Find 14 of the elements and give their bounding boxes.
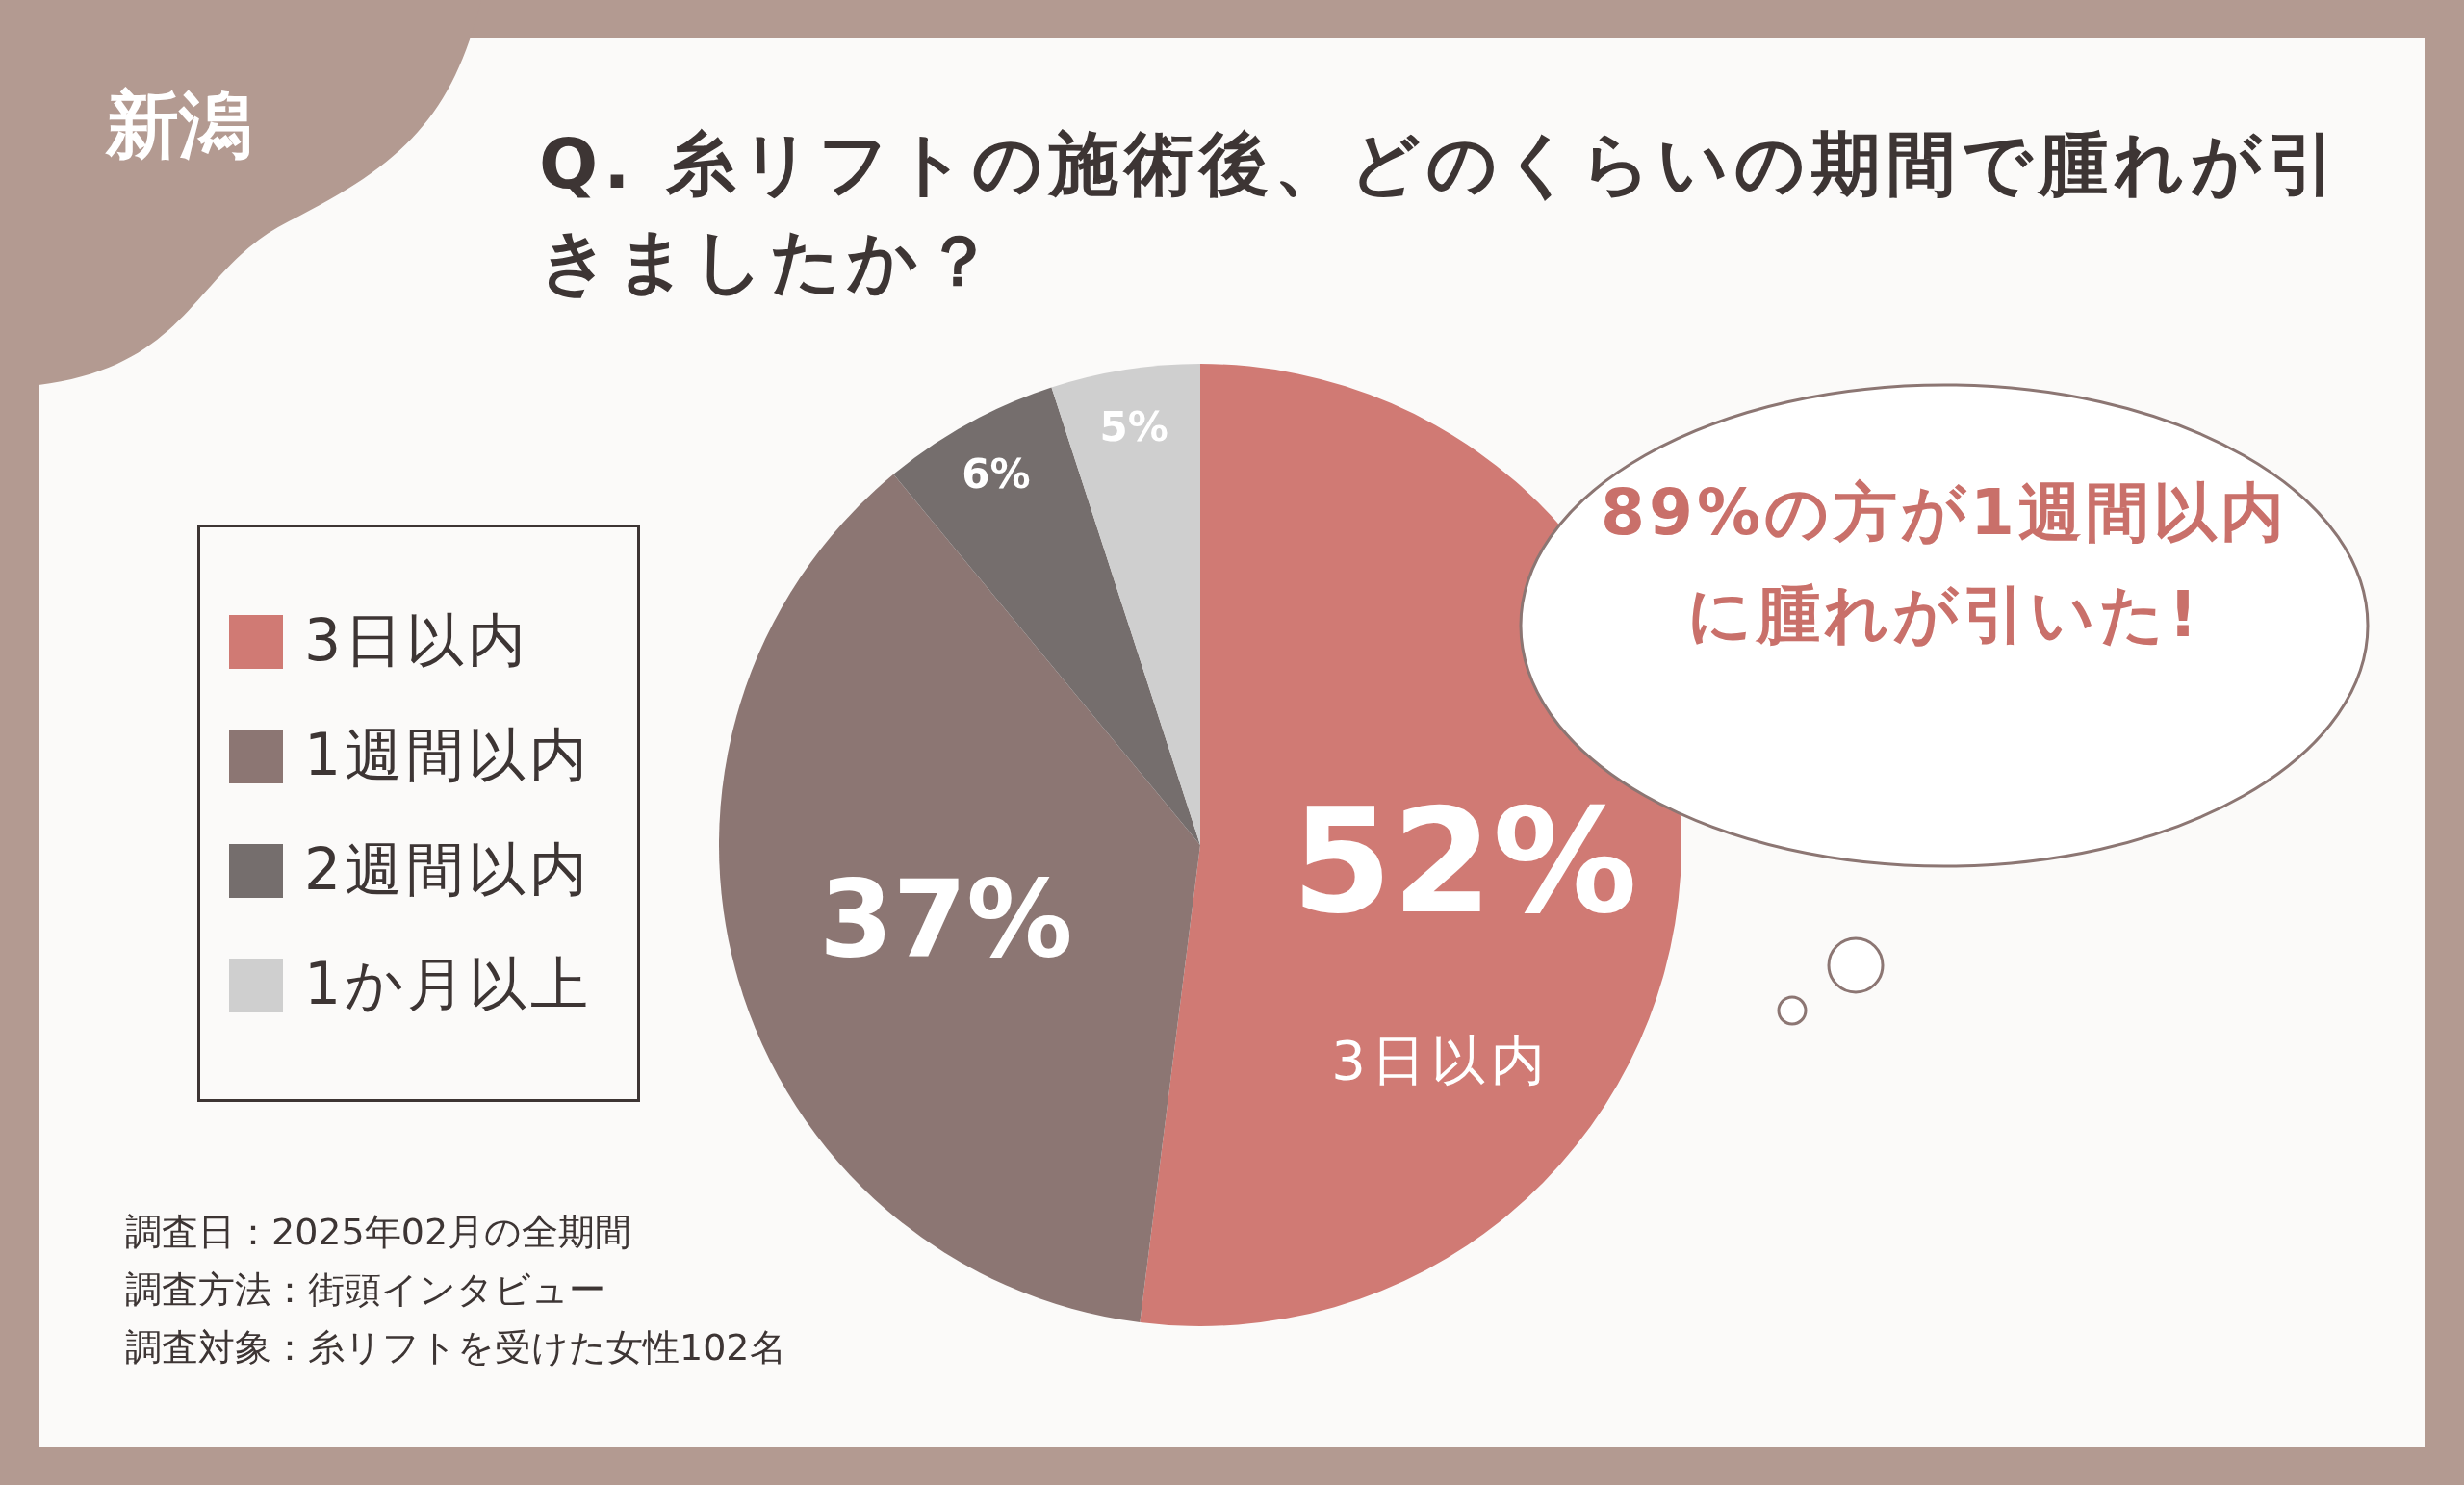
text: 調査日：2025年02月の全期間	[125, 1210, 632, 1255]
data-label: 6%	[962, 449, 1031, 498]
chart-title: Q. 糸リフトの施術後、どのくらいの期間で腫れが引きましたか？	[539, 122, 2344, 303]
text: 3日以内	[1330, 1028, 1552, 1093]
legend-label: 1か月以上	[304, 949, 593, 1019]
data-label: 52%	[1291, 778, 1637, 946]
text: 89%の方が1週間以内に腫れが引いた!	[1600, 474, 2289, 653]
legend-label: 3日以内	[304, 605, 530, 676]
data-label: 37%	[819, 857, 1073, 981]
text: 調査対象：糸リフトを受けた女性102名	[125, 1325, 786, 1370]
text: 新潟	[106, 81, 252, 169]
text: 調査方法：街頭インタビュー	[125, 1267, 605, 1313]
legend-label: 2週間以内	[304, 834, 592, 905]
legend-label: 1週間以内	[304, 720, 592, 790]
